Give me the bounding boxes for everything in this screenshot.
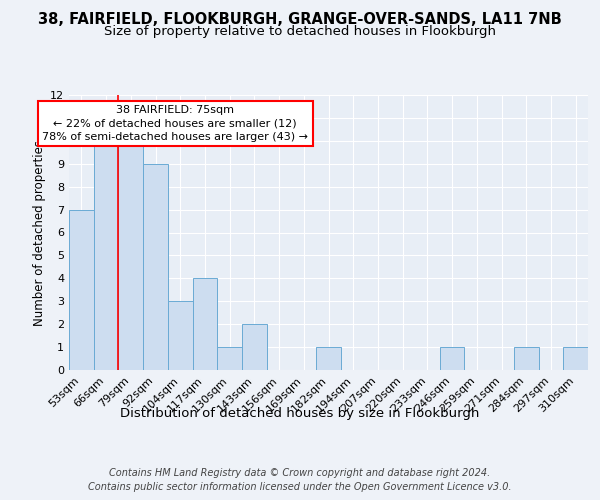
Bar — [193, 278, 217, 370]
Text: 38, FAIRFIELD, FLOOKBURGH, GRANGE-OVER-SANDS, LA11 7NB: 38, FAIRFIELD, FLOOKBURGH, GRANGE-OVER-S… — [38, 12, 562, 28]
Bar — [118, 141, 143, 370]
Text: Size of property relative to detached houses in Flookburgh: Size of property relative to detached ho… — [104, 25, 496, 38]
Y-axis label: Number of detached properties: Number of detached properties — [33, 140, 46, 326]
Bar — [514, 347, 539, 370]
Bar — [143, 164, 168, 370]
Bar — [217, 347, 242, 370]
Bar — [440, 347, 464, 370]
Bar — [242, 324, 267, 370]
Text: 38 FAIRFIELD: 75sqm
← 22% of detached houses are smaller (12)
78% of semi-detach: 38 FAIRFIELD: 75sqm ← 22% of detached ho… — [42, 106, 308, 142]
Text: Distribution of detached houses by size in Flookburgh: Distribution of detached houses by size … — [121, 408, 479, 420]
Bar — [563, 347, 588, 370]
Bar — [168, 301, 193, 370]
Text: Contains HM Land Registry data © Crown copyright and database right 2024.
Contai: Contains HM Land Registry data © Crown c… — [88, 468, 512, 491]
Bar — [316, 347, 341, 370]
Bar — [94, 141, 118, 370]
Bar — [69, 210, 94, 370]
